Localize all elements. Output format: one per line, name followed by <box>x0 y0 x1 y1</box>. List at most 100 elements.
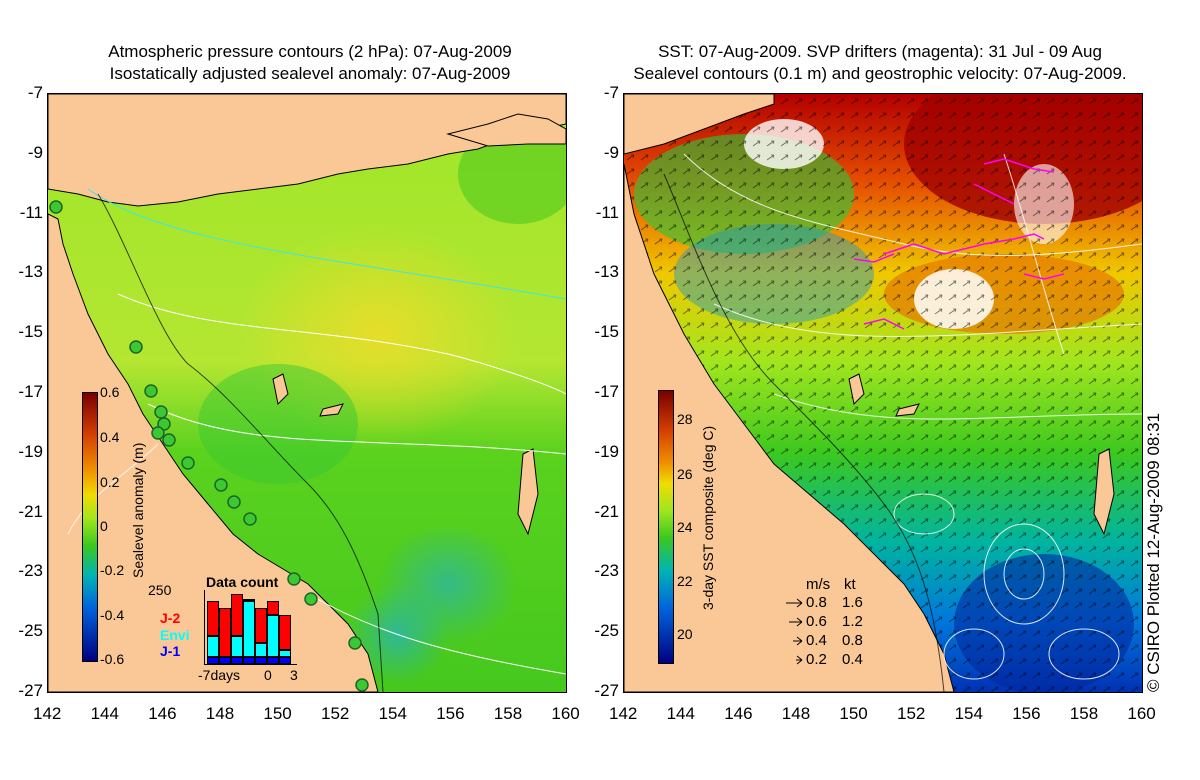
histogram-bar-envi <box>243 601 255 657</box>
velocity-kt-value: 1.6 <box>842 594 863 611</box>
histogram-bar-j2 <box>279 615 291 650</box>
sla-tick-0.6: 0.6 <box>100 384 120 400</box>
sst-colorbar <box>658 390 674 664</box>
sla-tick-0.4: 0.4 <box>100 429 120 445</box>
lon-tick-142: 142 <box>33 704 62 723</box>
lat-tick-minus21: -21 <box>18 501 43 521</box>
lat-tick-minus27: -27 <box>18 681 43 700</box>
histogram-bar-j1 <box>207 657 219 664</box>
lat-tick-minus15: -15 <box>594 322 619 342</box>
velocity-ms-value: 0.2 <box>806 651 827 668</box>
velocity-legend-header-ms: m/s <box>806 576 831 593</box>
histogram-bar-j2 <box>207 601 219 636</box>
left-title-line1: Atmospheric pressure contours (2 hPa): 0… <box>108 42 512 61</box>
data-count-title: Data count <box>206 574 279 590</box>
velocity-kt-value: 0.8 <box>842 632 863 649</box>
left-title-line2: Isostatically adjusted sealevel anomaly:… <box>109 64 511 83</box>
velocity-arrow-icon <box>786 596 804 612</box>
lon-tick-144: 144 <box>666 704 695 723</box>
velocity-kt-value: 1.2 <box>842 613 863 630</box>
lat-tick-minus19: -19 <box>18 441 43 461</box>
lon-tick-154: 154 <box>954 704 983 723</box>
histogram-bar-j2 <box>243 599 255 601</box>
histogram-bar-envi <box>255 643 267 657</box>
lon-tick-150: 150 <box>263 704 292 723</box>
sla-tick-0.2: 0.2 <box>100 474 120 490</box>
histogram-bar-j1 <box>243 657 255 664</box>
lat-tick-minus13: -13 <box>594 262 619 282</box>
sst-tick-22: 22 <box>677 573 693 589</box>
histogram-bar-envi <box>231 636 243 657</box>
lat-tick-minus7: -7 <box>603 83 619 102</box>
histogram-bar-j2 <box>255 608 267 643</box>
lon-tick-156: 156 <box>436 704 465 723</box>
data-count-max-label: 250 <box>148 582 172 598</box>
velocity-ms-value: 0.8 <box>806 594 827 611</box>
lon-tick-158: 158 <box>1069 704 1099 723</box>
sla-tick-minus0.4: -0.4 <box>100 607 125 623</box>
lon-tick-160: 160 <box>1127 704 1156 723</box>
lat-tick-minus7: -7 <box>27 83 43 102</box>
histogram-bar-envi <box>207 636 219 657</box>
data-count-xtick-0: 0 <box>264 667 272 683</box>
data-count-xtick-minus7: -7days <box>198 667 241 683</box>
legend-j2: J-2 <box>160 610 181 626</box>
lon-tick-152: 152 <box>897 704 926 723</box>
lat-tick-minus25: -25 <box>18 621 43 641</box>
lon-tick-160: 160 <box>551 704 580 723</box>
lat-tick-minus9: -9 <box>603 142 619 162</box>
velocity-arrow-icon <box>796 653 804 669</box>
lat-tick-minus27: -27 <box>594 681 619 700</box>
lon-tick-146: 146 <box>148 704 177 723</box>
lat-tick-minus17: -17 <box>18 382 43 401</box>
lat-tick-minus11: -11 <box>595 202 619 222</box>
sla-tick-minus0.2: -0.2 <box>100 562 125 578</box>
sst-colorbar-label: 3-day SST composite (deg C) <box>700 425 716 610</box>
lon-tick-158: 158 <box>493 704 523 723</box>
lon-tick-148: 148 <box>781 704 811 723</box>
lat-tick-minus23: -23 <box>594 561 619 581</box>
right-title-line2: Sealevel contours (0.1 m) and geostrophi… <box>633 64 1127 83</box>
histogram-bar-envi <box>279 650 291 657</box>
sealevel-colorbar <box>82 392 98 662</box>
lat-tick-minus15: -15 <box>18 322 43 342</box>
lon-tick-154: 154 <box>378 704 407 723</box>
lon-tick-156: 156 <box>1012 704 1041 723</box>
lon-tick-146: 146 <box>724 704 753 723</box>
histogram-bar-j1 <box>219 657 231 664</box>
sst-tick-24: 24 <box>677 519 693 535</box>
right-title-line1: SST: 07-Aug-2009. SVP drifters (magenta)… <box>658 42 1102 61</box>
lat-tick-minus9: -9 <box>27 142 43 162</box>
sealevel-colorbar-label: Sealevel anomaly (m) <box>130 442 146 578</box>
legend-j1: J-1 <box>160 643 181 659</box>
velocity-arrow-icon <box>793 634 804 650</box>
sealevel-anomaly-map[interactable]: 250 Data count J-2 Envi J-1 -7days 0 3 <box>47 93 567 693</box>
sst-tick-26: 26 <box>677 466 693 482</box>
velocity-kt-value: 0.4 <box>842 651 863 668</box>
histogram-bar-j2 <box>267 601 279 615</box>
data-count-xtick-3: 3 <box>290 667 298 683</box>
lat-tick-minus25: -25 <box>594 621 619 641</box>
histogram-bar-j2 <box>231 594 243 636</box>
histogram-bar-j2 <box>219 608 231 657</box>
sla-tick-minus0.6: -0.6 <box>100 651 125 667</box>
lon-tick-144: 144 <box>90 704 119 723</box>
sst-map[interactable]: m/s kt 0.8 1.6 0.6 1.2 0.4 0.8 0.2 0.4 <box>623 93 1143 693</box>
lon-tick-152: 152 <box>321 704 350 723</box>
legend-envi: Envi <box>160 627 190 643</box>
histogram-bar-j1 <box>279 657 291 664</box>
histogram-bar-envi <box>267 615 279 657</box>
velocity-arrow-icon <box>789 615 804 631</box>
sla-tick-0: 0 <box>100 518 108 534</box>
histogram-bar-j1 <box>255 657 267 664</box>
velocity-ms-value: 0.6 <box>806 613 827 630</box>
data-count-histogram <box>204 590 297 665</box>
lat-tick-minus23: -23 <box>18 561 43 581</box>
velocity-legend-header-kt: kt <box>844 576 856 593</box>
lat-tick-minus13: -13 <box>18 262 43 282</box>
lat-tick-minus17: -17 <box>594 382 619 401</box>
histogram-bar-j1 <box>231 657 243 664</box>
copyright-stamp: © CSIRO Plotted 12-Aug-2009 08:31 <box>1144 412 1163 692</box>
sst-tick-28: 28 <box>677 411 693 427</box>
lat-tick-minus21: -21 <box>594 501 619 521</box>
